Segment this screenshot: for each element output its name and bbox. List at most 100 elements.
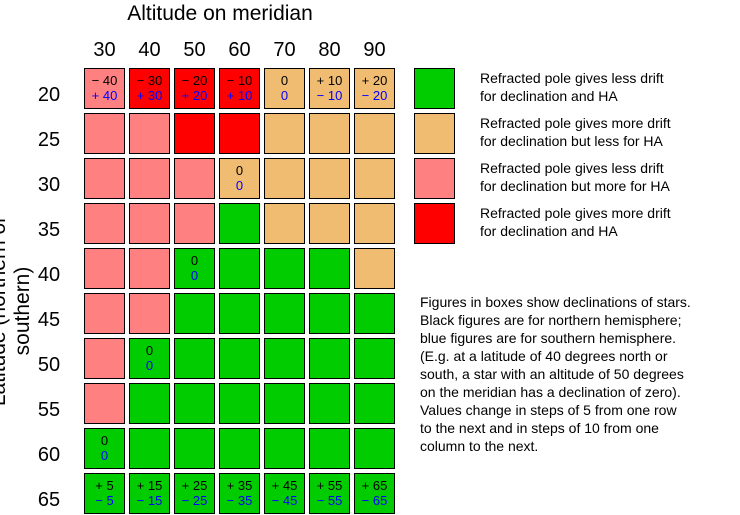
north-declination: + 45 <box>271 478 298 493</box>
south-declination: + 20 <box>181 88 208 103</box>
legend-text: Refracted pole gives more drift for decli… <box>480 114 740 150</box>
grid-cell <box>354 293 395 334</box>
explanation-note: Figures in boxes show declinations of st… <box>420 293 740 455</box>
note-line: south, a star with an altitude of 50 deg… <box>420 366 684 382</box>
altitude-header: 50 <box>183 39 206 61</box>
north-declination: 0 <box>190 253 199 268</box>
grid-cell <box>309 428 350 469</box>
grid-cell: − 10 + 10 <box>219 68 260 109</box>
south-declination: − 25 <box>181 493 208 508</box>
south-declination: 0 <box>190 268 199 283</box>
north-declination: − 40 <box>91 73 118 88</box>
legend-line: Refracted pole gives less drift <box>480 70 664 86</box>
grid-cell <box>219 203 260 244</box>
grid-cell <box>354 113 395 154</box>
south-declination: + 40 <box>91 88 118 103</box>
legend-swatch <box>414 113 455 154</box>
grid-cell <box>174 113 215 154</box>
south-declination: 0 <box>145 358 154 373</box>
south-declination: − 20 <box>361 88 388 103</box>
grid-cell: + 25− 25 <box>174 473 215 514</box>
north-declination: − 20 <box>181 73 208 88</box>
grid-cell <box>354 428 395 469</box>
north-declination: 0 <box>235 163 244 178</box>
legend-line: for declination but more for HA <box>480 178 670 194</box>
south-declination: + 10 <box>226 88 253 103</box>
altitude-header: 80 <box>318 39 341 61</box>
north-declination: + 55 <box>316 478 343 493</box>
grid-cell <box>174 383 215 424</box>
grid-cell <box>309 293 350 334</box>
grid-cell <box>354 338 395 379</box>
north-declination: + 5 <box>95 478 114 493</box>
south-declination: − 55 <box>316 493 343 508</box>
grid-cell <box>174 338 215 379</box>
latitude-header: 25 <box>37 129 61 151</box>
legend-line: Refracted pole gives less drift <box>480 160 664 176</box>
legend-line: for declination and HA <box>480 223 618 239</box>
grid-cell: − 20 + 20 <box>174 68 215 109</box>
grid-cell <box>354 203 395 244</box>
latitude-header: 45 <box>37 309 61 331</box>
grid-cell <box>219 338 260 379</box>
grid-cell <box>174 428 215 469</box>
grid-cell <box>219 248 260 289</box>
north-declination: + 25 <box>181 478 208 493</box>
grid-cell <box>174 203 215 244</box>
grid-cell <box>174 293 215 334</box>
grid-cell <box>219 293 260 334</box>
grid-cell <box>84 383 125 424</box>
note-line: Figures in boxes show declinations of st… <box>420 294 691 310</box>
grid-cell <box>309 338 350 379</box>
grid-cell <box>129 248 170 289</box>
note-line: Values change in steps of 5 from one row <box>420 402 677 418</box>
grid-cell <box>354 248 395 289</box>
grid-cell <box>129 383 170 424</box>
grid-cell <box>219 383 260 424</box>
grid-cell <box>219 428 260 469</box>
grid-cell <box>129 203 170 244</box>
grid-cell <box>84 113 125 154</box>
legend-swatch <box>414 158 455 199</box>
south-declination: 0 <box>100 448 109 463</box>
legend-text: Refracted pole gives less drift for decli… <box>480 159 740 195</box>
south-declination: − 65 <box>361 493 388 508</box>
north-declination: 0 <box>100 433 109 448</box>
north-declination: + 65 <box>361 478 388 493</box>
grid-cell <box>264 428 305 469</box>
grid-cell <box>309 113 350 154</box>
grid-cell <box>219 113 260 154</box>
legend-line: Refracted pole gives more drift <box>480 205 671 221</box>
legend-swatch <box>414 68 455 109</box>
grid-cell: − 40 + 40 <box>84 68 125 109</box>
south-declination: + 30 <box>136 88 163 103</box>
altitude-header: 70 <box>273 39 296 61</box>
legend-line: Refracted pole gives more drift <box>480 115 671 131</box>
latitude-header: 60 <box>37 444 61 466</box>
latitude-header: 55 <box>37 399 61 421</box>
north-declination: + 15 <box>136 478 163 493</box>
grid-cell <box>129 158 170 199</box>
grid-cell <box>264 203 305 244</box>
legend-line: for declination and HA <box>480 88 618 104</box>
south-declination: − 5 <box>95 493 114 508</box>
north-declination: 0 <box>145 343 154 358</box>
grid-cell <box>84 203 125 244</box>
grid-cell <box>309 203 350 244</box>
altitude-header: 30 <box>93 39 116 61</box>
latitude-header: 30 <box>37 174 61 196</box>
grid-cell <box>264 338 305 379</box>
legend-swatch <box>414 203 455 244</box>
legend-text: Refracted pole gives more drift for decli… <box>480 204 740 240</box>
south-declination: − 10 <box>316 88 343 103</box>
grid-cell <box>129 428 170 469</box>
south-declination: − 35 <box>226 493 253 508</box>
altitude-header: 60 <box>228 39 251 61</box>
latitude-header: 50 <box>37 354 61 376</box>
north-declination: 0 <box>280 73 289 88</box>
north-declination: + 20 <box>361 73 388 88</box>
legend-text: Refracted pole gives less drift for decli… <box>480 69 740 105</box>
